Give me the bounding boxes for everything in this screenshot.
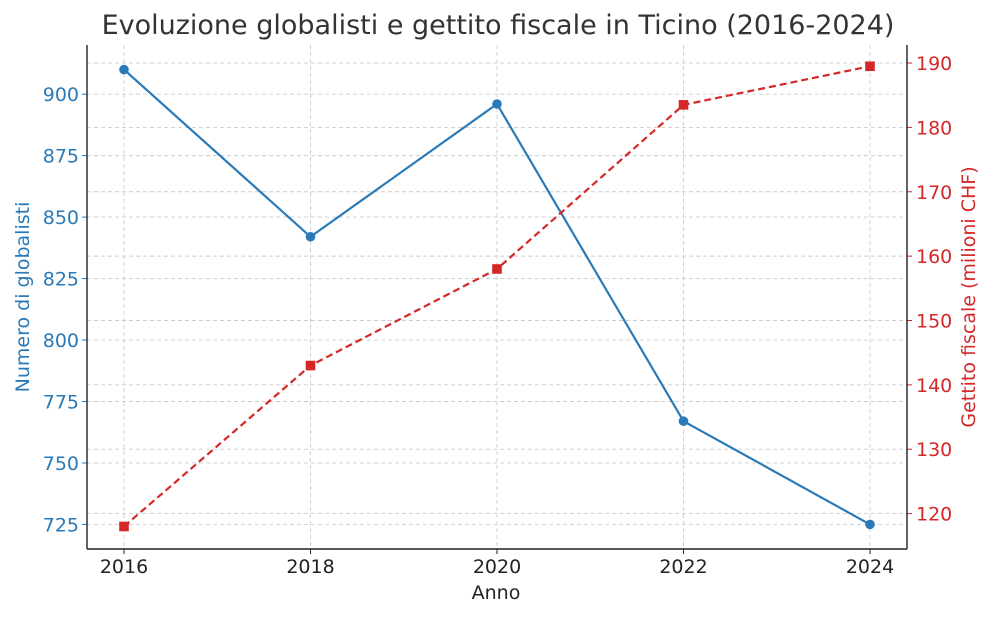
data-point <box>305 231 316 242</box>
x-tick-label: 2022 <box>659 556 707 578</box>
y-right-tick-label: 140 <box>916 375 952 397</box>
x-tick-label: 2020 <box>473 556 521 578</box>
y-right-tick-label: 170 <box>916 182 952 204</box>
axes <box>82 45 912 554</box>
data-point <box>119 521 129 532</box>
data-point <box>865 61 875 72</box>
data-point <box>678 416 689 426</box>
data-point <box>305 360 316 371</box>
y-axis-left-label: Numero di globalisti <box>12 202 34 393</box>
data-point <box>492 264 502 274</box>
y-right-tick-label: 160 <box>916 246 952 268</box>
data-point <box>492 99 502 109</box>
y-left-tick-label: 750 <box>43 453 79 475</box>
y-right-tick-label: 180 <box>916 117 952 139</box>
x-tick-label: 2016 <box>100 556 148 578</box>
y-right-tick-label: 130 <box>916 439 952 461</box>
x-axis-label: Anno <box>472 582 521 604</box>
grid <box>87 45 907 549</box>
y-left-tick-label: 850 <box>43 207 79 229</box>
tick-labels: 725 750 775 800 825 850 875 900 120 130 140 150 160 1… <box>43 53 953 578</box>
data-point <box>678 100 689 110</box>
series-layer <box>119 61 875 532</box>
y-left-tick-label: 775 <box>43 391 79 413</box>
x-tick-label: 2018 <box>286 556 334 578</box>
data-point <box>119 64 129 75</box>
chart-title: Evoluzione globalisti e gettito fiscale … <box>102 10 895 41</box>
y-right-tick-label: 150 <box>916 310 952 332</box>
y-left-tick-label: 900 <box>43 84 79 106</box>
y-right-tick-label: 190 <box>916 53 952 75</box>
y-right-tick-label: 120 <box>916 504 952 526</box>
data-point <box>865 519 875 530</box>
y-left-tick-label: 725 <box>43 514 79 536</box>
y-left-tick-label: 825 <box>43 269 79 291</box>
y-left-tick-label: 875 <box>43 146 79 168</box>
y-axis-right-label: Gettito fiscale (milioni CHF) <box>958 166 980 427</box>
x-tick-label: 2024 <box>846 556 894 578</box>
y-left-tick-label: 800 <box>43 330 79 352</box>
series-line-right <box>123 65 871 528</box>
